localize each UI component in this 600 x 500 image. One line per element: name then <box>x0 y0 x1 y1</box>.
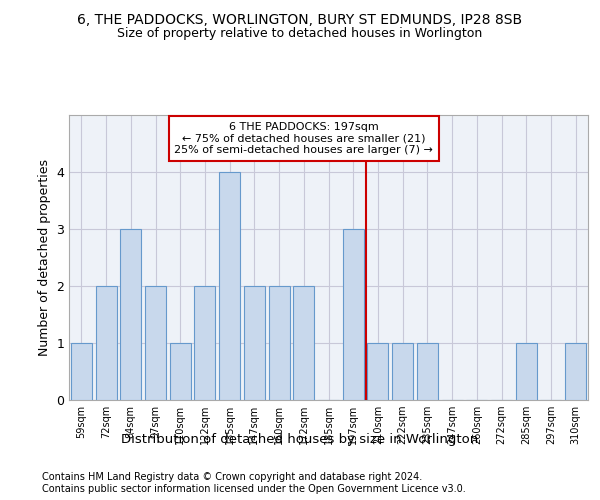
Bar <box>565 343 586 400</box>
Bar <box>170 343 191 400</box>
Y-axis label: Number of detached properties: Number of detached properties <box>38 159 50 356</box>
Bar <box>120 229 141 400</box>
Bar <box>194 286 215 400</box>
Bar <box>367 343 388 400</box>
Bar <box>71 343 92 400</box>
Bar <box>343 229 364 400</box>
Bar <box>392 343 413 400</box>
Bar <box>293 286 314 400</box>
Text: Distribution of detached houses by size in Worlington: Distribution of detached houses by size … <box>121 432 479 446</box>
Text: Contains HM Land Registry data © Crown copyright and database right 2024.: Contains HM Land Registry data © Crown c… <box>42 472 422 482</box>
Text: 6, THE PADDOCKS, WORLINGTON, BURY ST EDMUNDS, IP28 8SB: 6, THE PADDOCKS, WORLINGTON, BURY ST EDM… <box>77 12 523 26</box>
Text: Contains public sector information licensed under the Open Government Licence v3: Contains public sector information licen… <box>42 484 466 494</box>
Bar <box>244 286 265 400</box>
Bar <box>95 286 116 400</box>
Bar <box>269 286 290 400</box>
Bar <box>516 343 537 400</box>
Bar <box>219 172 240 400</box>
Text: Size of property relative to detached houses in Worlington: Size of property relative to detached ho… <box>118 28 482 40</box>
Text: 6 THE PADDOCKS: 197sqm
← 75% of detached houses are smaller (21)
25% of semi-det: 6 THE PADDOCKS: 197sqm ← 75% of detached… <box>175 122 433 155</box>
Bar <box>145 286 166 400</box>
Bar <box>417 343 438 400</box>
